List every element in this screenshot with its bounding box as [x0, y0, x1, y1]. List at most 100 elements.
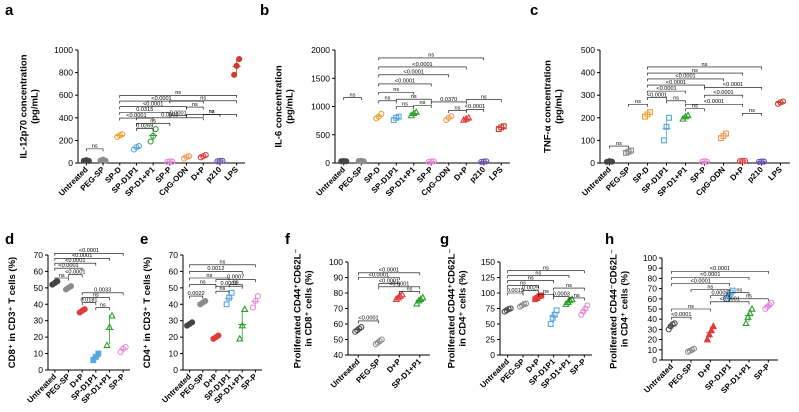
significance-bracket — [68, 274, 83, 278]
p-value-label: ns — [528, 275, 534, 281]
y-tick-label: 30 — [648, 324, 658, 334]
p-value-label: ns — [175, 90, 181, 96]
data-point — [746, 308, 754, 316]
panel-label: e — [140, 231, 148, 248]
p-value-label: <0.0001 — [710, 266, 730, 272]
p-value-label: ns — [92, 144, 98, 150]
p-value-label: ns — [220, 286, 226, 292]
data-point — [647, 109, 653, 116]
y-axis-title: in CD4⁺ cells (%) — [620, 271, 631, 347]
significance-bracket — [568, 297, 585, 301]
p-value-label: ns — [688, 304, 694, 310]
y-tick-label: 40 — [169, 299, 179, 309]
p-value-label: ns — [635, 99, 641, 105]
significance-bracket — [228, 284, 243, 288]
y-tick-label: 100 — [581, 135, 595, 145]
data-point — [703, 335, 712, 343]
data-point — [568, 295, 576, 302]
p-value-label: <0.0001 — [65, 258, 85, 264]
p-value-label: <0.0001 — [379, 279, 399, 285]
data-point — [744, 312, 752, 320]
significance-bracket — [378, 283, 400, 287]
data-point — [202, 152, 209, 159]
p-value-label: 0.0370 — [440, 97, 457, 103]
significance-bracket — [647, 84, 705, 88]
significance-bracket — [215, 290, 230, 294]
significance-bracket — [704, 94, 743, 98]
data-point — [690, 345, 698, 352]
data-point — [228, 289, 235, 296]
data-point — [236, 334, 244, 342]
y-axis-title: CD8⁺ in CD3⁺ T cells (%) — [7, 257, 18, 368]
p-value-label: ns — [566, 283, 572, 289]
significance-bracket — [169, 100, 237, 104]
significance-bracket — [507, 275, 570, 279]
significance-bracket — [189, 271, 243, 274]
y-axis-title: Proliferated CD44⁺CD62L⁻ — [293, 249, 304, 369]
data-point — [723, 130, 729, 137]
x-category-label: Untreated — [329, 357, 362, 390]
y-tick-label: 100 — [481, 288, 495, 298]
y-tick-label: 30 — [169, 316, 179, 326]
data-point — [189, 319, 196, 326]
p-value-label: ns — [150, 118, 156, 124]
p-value-label: ns — [749, 108, 755, 114]
data-point — [760, 158, 768, 165]
data-point — [448, 113, 455, 120]
p-value-label: ns — [411, 94, 417, 100]
y-tick-label: 400 — [59, 113, 73, 123]
significance-bracket — [119, 100, 204, 104]
significance-bracket — [81, 302, 97, 306]
data-point — [231, 71, 238, 78]
significance-bracket — [357, 320, 380, 324]
significance-bracket — [729, 292, 750, 296]
p-value-label: ns — [209, 109, 215, 115]
p-value-label: 0.0022 — [188, 291, 205, 297]
y-tick-label: 200 — [59, 135, 73, 145]
p-value-label: ns — [100, 302, 106, 308]
significance-bracket — [522, 290, 539, 294]
data-point — [108, 311, 116, 319]
data-point — [102, 157, 109, 164]
p-value-label: ns — [673, 96, 679, 102]
panel-a: a IL-12p70 concentration (pg/mL) 0 200 400 600… — [5, 2, 245, 198]
p-value-label: ns — [393, 87, 399, 93]
panel-d: d CD8⁺ in CD3⁺ T cells (%) 0 10 20 30 40 50 60 70… — [5, 231, 130, 405]
y-tick-label: 1000 — [311, 102, 330, 112]
y-tick-label: 600 — [59, 90, 73, 100]
data-point — [661, 137, 667, 144]
data-point — [480, 158, 487, 165]
p-value-label: ns — [402, 101, 408, 107]
y-tick-label: 30 — [34, 316, 44, 326]
y-tick-label: 70 — [648, 284, 658, 294]
p-value-label: ns — [93, 293, 99, 299]
x-category-label: SP-P — [239, 372, 259, 392]
y-axis-title: TNF-α concentration — [543, 60, 554, 153]
p-value-label: ns — [200, 96, 206, 102]
significance-bracket — [54, 262, 97, 266]
y-tick-label: 90 — [334, 273, 344, 283]
data-point — [378, 336, 385, 343]
data-point — [360, 158, 367, 165]
y-tick-label: 0 — [490, 350, 495, 360]
significance-bracket — [685, 108, 705, 112]
p-value-label: <0.0001 — [675, 74, 695, 80]
p-value-label: ns — [206, 273, 212, 279]
p-value-label: <0.0001 — [369, 272, 389, 278]
y-tick-label: 60 — [169, 266, 179, 276]
y-tick-label: 75 — [486, 304, 496, 314]
data-point — [85, 157, 92, 165]
y-tick-label: 80 — [648, 273, 658, 283]
significance-bracket — [671, 308, 711, 312]
significance-bracket — [86, 148, 104, 152]
y-tick-label: 10 — [169, 349, 179, 359]
p-value-label: ns — [736, 287, 742, 293]
p-value-label: ns — [59, 273, 65, 279]
data-point — [681, 112, 690, 120]
data-point — [428, 158, 435, 165]
significance-bracket — [666, 100, 686, 104]
p-value-label: <0.0001 — [656, 86, 676, 92]
x-category-label: LPS — [487, 165, 505, 183]
significance-bracket — [647, 90, 686, 94]
